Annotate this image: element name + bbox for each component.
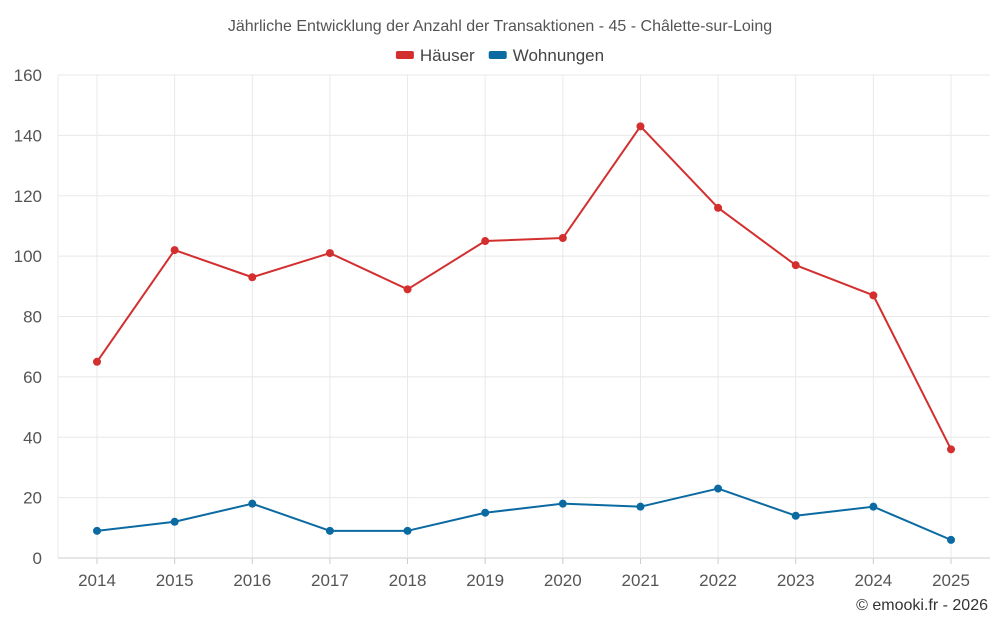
legend-label-haeuser: Häuser: [420, 46, 475, 65]
data-point-wohnungen: [481, 508, 490, 517]
gridlines: [57, 74, 990, 564]
x-tick-label: 2024: [854, 571, 892, 590]
y-tick-label: 60: [23, 368, 42, 387]
x-tick-label: 2023: [777, 571, 815, 590]
credit-text: © emooki.fr - 2026: [856, 597, 988, 614]
data-point-wohnungen: [93, 526, 101, 535]
x-tick-label: 2022: [699, 571, 737, 590]
series-wohnungen: [93, 484, 955, 544]
x-tick-label: 2019: [466, 571, 504, 590]
x-axis-ticks: 2014 2015 2016 2017 2018 2019 2020 2021 2022 2023…: [78, 571, 970, 590]
data-point-haeuser: [714, 203, 723, 212]
data-point-wohnungen: [947, 535, 955, 544]
y-tick-label: 0: [33, 549, 42, 568]
legend-swatch-haeuser: [395, 51, 414, 59]
legend-label-wohnungen: Wohnungen: [513, 46, 604, 65]
legend-swatch-wohnungen: [488, 51, 507, 59]
y-tick-label: 120: [14, 187, 42, 206]
y-tick-label: 100: [14, 247, 42, 266]
data-point-wohnungen: [170, 517, 179, 526]
data-point-haeuser: [947, 445, 955, 454]
legend-item-wohnungen: Wohnungen: [488, 46, 604, 65]
data-point-wohnungen: [558, 499, 567, 508]
data-point-haeuser: [636, 122, 645, 131]
data-point-haeuser: [791, 261, 800, 270]
x-tick-label: 2021: [622, 571, 660, 590]
data-point-wohnungen: [714, 484, 723, 493]
chart-title: Jährliche Entwicklung der Anzahl der Tra…: [228, 18, 772, 35]
x-tick-label: 2015: [156, 571, 194, 590]
data-point-haeuser: [558, 234, 567, 243]
data-point-wohnungen: [791, 511, 800, 520]
x-tick-label: 2016: [233, 571, 271, 590]
x-tick-label: 2020: [544, 571, 582, 590]
x-tick-label: 2018: [389, 571, 427, 590]
y-tick-label: 20: [23, 489, 42, 508]
data-point-haeuser: [403, 285, 412, 294]
legend: Häuser Wohnungen: [395, 46, 604, 65]
data-point-haeuser: [170, 246, 179, 255]
data-point-wohnungen: [869, 502, 878, 511]
series-haeuser: [93, 122, 955, 454]
y-tick-label: 160: [14, 66, 42, 85]
series-line-haeuser: [96, 125, 952, 450]
data-point-wohnungen: [325, 526, 334, 535]
series-line-wohnungen: [96, 487, 952, 541]
x-tick-label: 2025: [932, 571, 970, 590]
data-point-wohnungen: [403, 526, 412, 535]
y-axis-ticks: 0 20 40 60 80 100 120 140 160: [14, 66, 42, 568]
y-tick-label: 40: [23, 428, 42, 447]
data-point-haeuser: [869, 291, 878, 300]
data-point-haeuser: [93, 357, 101, 366]
data-point-haeuser: [248, 273, 257, 282]
y-tick-label: 80: [23, 308, 42, 327]
x-tick-label: 2017: [311, 571, 349, 590]
legend-item-haeuser: Häuser: [395, 46, 475, 65]
y-tick-label: 140: [14, 126, 42, 145]
data-point-wohnungen: [248, 499, 257, 508]
data-point-haeuser: [325, 249, 334, 258]
data-point-wohnungen: [636, 502, 645, 511]
series-group: [93, 122, 955, 544]
data-point-haeuser: [481, 237, 490, 246]
x-tick-label: 2014: [78, 571, 116, 590]
